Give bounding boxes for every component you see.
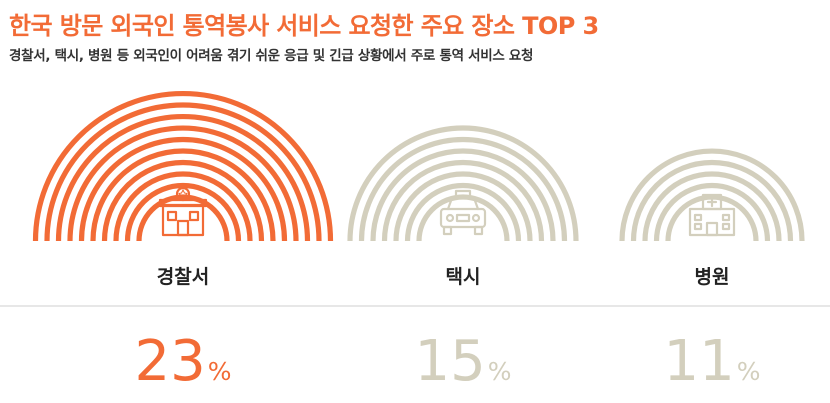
rainbow-ring — [347, 125, 579, 242]
hospital-icon — [688, 193, 736, 237]
rainbow-ring — [416, 194, 510, 242]
rainbow-ring — [113, 171, 253, 242]
rainbow-ring — [78, 136, 288, 242]
rainbow-1 — [32, 90, 334, 242]
labels-layer: 경찰서 23% 택시 15% 병원 11% — [134, 266, 760, 394]
rainbow-3 — [619, 148, 805, 242]
rainbow-ring — [370, 148, 556, 242]
chart-title: 한국 방문 외국인 통역봉사 서비스 요청한 주요 장소 TOP 3 — [9, 12, 599, 40]
rainbow-ring — [44, 102, 322, 242]
rainbow-ring — [381, 159, 545, 242]
police-station-icon — [158, 186, 208, 237]
category-label: 경찰서 — [157, 266, 209, 288]
value-label: 23% — [134, 329, 231, 394]
value-label: 15% — [414, 329, 511, 394]
rainbow-ring — [358, 136, 568, 242]
category-label: 택시 — [446, 266, 481, 288]
rainbow-ring — [55, 113, 311, 242]
category-label: 병원 — [695, 266, 730, 288]
value-label: 11% — [663, 329, 760, 394]
rainbow-ring — [619, 148, 805, 242]
arcs-layer — [32, 90, 805, 242]
chart-subtitle: 경찰서, 택시, 병원 등 외국인이 어려움 겪기 쉬운 응급 및 긴급 상황에… — [9, 48, 534, 64]
rainbow-ring — [642, 171, 782, 242]
rainbow-ring — [101, 159, 265, 242]
rainbow-ring — [404, 182, 522, 242]
rainbow-ring — [32, 90, 334, 242]
rainbow-ring — [124, 182, 242, 242]
rainbow-ring — [393, 171, 533, 242]
rainbow-ring — [630, 159, 794, 242]
rainbow-2 — [347, 125, 579, 242]
rainbow-ring — [67, 125, 299, 242]
icons-layer — [158, 186, 736, 237]
rainbow-ring — [653, 182, 771, 242]
taxi-icon — [439, 189, 487, 236]
rainbow-ring — [90, 148, 276, 242]
